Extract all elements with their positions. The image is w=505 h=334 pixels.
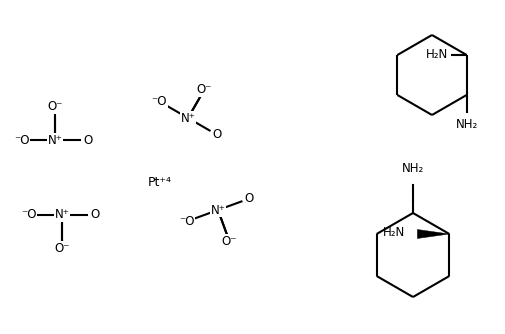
- Text: ⁻O: ⁻O: [21, 208, 37, 221]
- Text: NH₂: NH₂: [401, 162, 423, 175]
- Text: ⁻O: ⁻O: [179, 215, 194, 228]
- Text: O: O: [244, 192, 253, 205]
- Text: O⁻: O⁻: [54, 241, 70, 255]
- Text: Pt⁺⁴: Pt⁺⁴: [147, 176, 172, 189]
- Text: N⁺: N⁺: [55, 208, 69, 221]
- Text: N⁺: N⁺: [47, 134, 62, 147]
- Text: O⁻: O⁻: [47, 101, 63, 114]
- Text: NH₂: NH₂: [454, 118, 477, 131]
- Text: H₂N: H₂N: [382, 226, 405, 239]
- Text: O⁻: O⁻: [221, 234, 236, 247]
- Text: H₂N: H₂N: [425, 48, 447, 61]
- Text: O⁻: O⁻: [196, 83, 212, 96]
- Polygon shape: [417, 229, 448, 238]
- Text: ⁻O: ⁻O: [14, 134, 30, 147]
- Text: O: O: [212, 128, 221, 141]
- Text: N⁺: N⁺: [210, 203, 225, 216]
- Text: O: O: [83, 134, 92, 147]
- Text: N⁺: N⁺: [180, 112, 195, 125]
- Text: ⁻O: ⁻O: [152, 95, 167, 108]
- Text: O: O: [90, 208, 99, 221]
